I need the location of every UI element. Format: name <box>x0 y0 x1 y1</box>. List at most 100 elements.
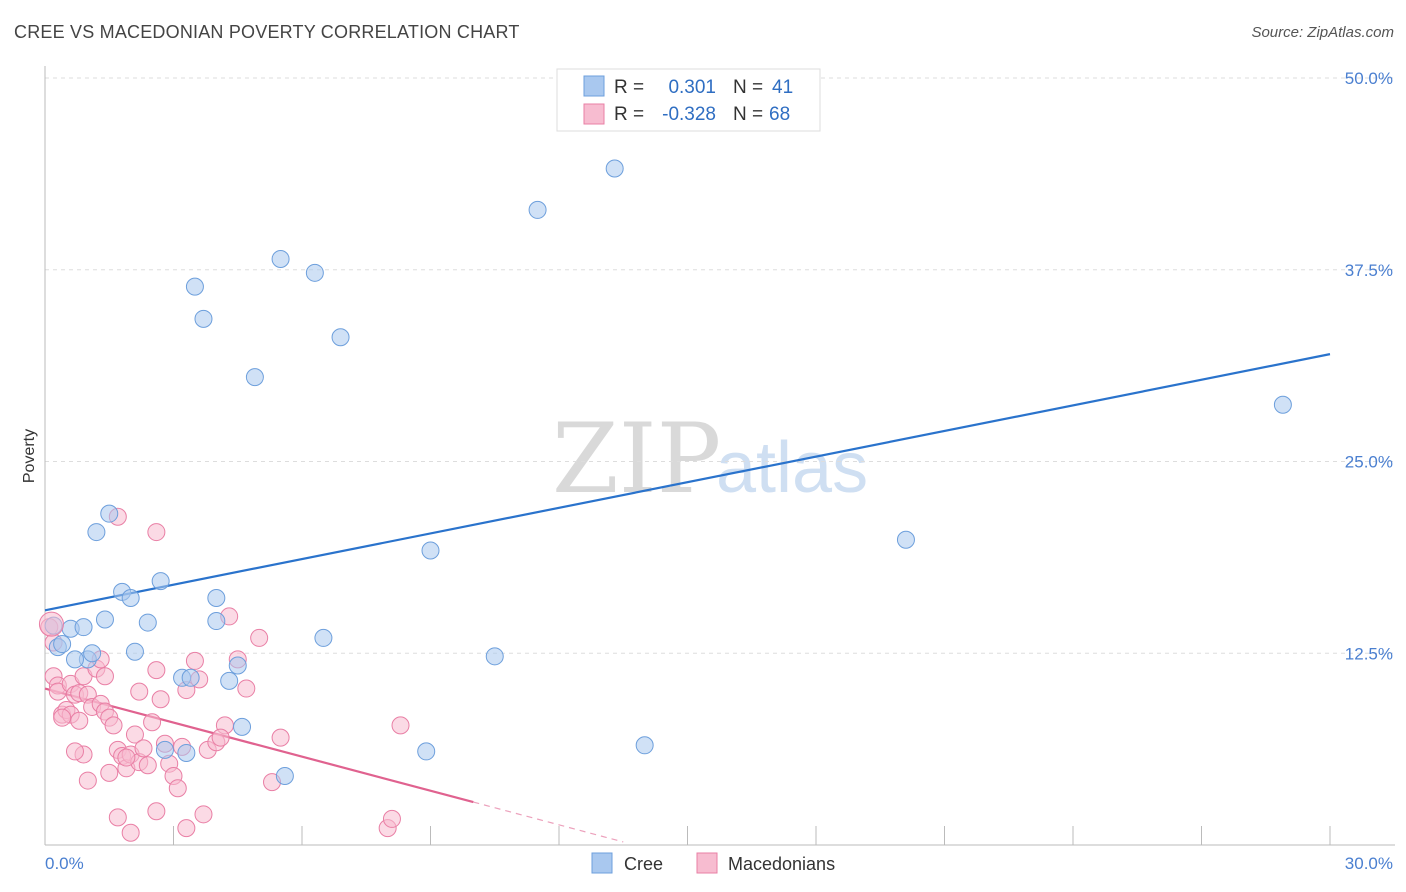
cree-trend-line <box>44 353 1331 612</box>
legend-swatch-cree <box>583 75 605 97</box>
cree-point <box>275 766 294 785</box>
bottom-legend-swatch-cree <box>591 852 613 874</box>
cree-point <box>605 159 624 178</box>
cree-point <box>233 717 252 736</box>
macedonian-point <box>194 805 213 824</box>
macedonian-point <box>95 667 114 686</box>
source-credit: Source: ZipAtlas.com <box>1251 24 1394 41</box>
cree-point <box>207 612 226 631</box>
cree-point <box>331 328 350 347</box>
cree-point <box>125 642 144 661</box>
macedonian-point <box>53 708 72 727</box>
cree-point <box>635 736 654 755</box>
axes <box>44 66 1395 846</box>
cree-point <box>896 530 915 549</box>
watermark-atlas: atlas <box>716 428 868 508</box>
cree-point <box>271 250 290 269</box>
macedonian-point <box>151 690 170 709</box>
legend-swatch-macedonians <box>583 103 605 125</box>
cree-point <box>485 647 504 666</box>
y-tick-label: 50.0% <box>1345 69 1393 88</box>
macedonian-point <box>143 713 162 732</box>
cree-point <box>245 368 264 387</box>
y-tick-label: 25.0% <box>1345 453 1393 472</box>
bottom-legend-cree: Cree <box>624 854 663 874</box>
cree-point <box>528 200 547 219</box>
macedonian-point <box>147 523 166 542</box>
cree-point <box>417 742 436 761</box>
y-tick-label: 12.5% <box>1345 644 1393 663</box>
cree-point <box>1273 395 1292 414</box>
cree-point <box>155 740 174 759</box>
legend-r-value: -0.328 <box>662 104 716 125</box>
macedonian-point <box>125 725 144 744</box>
macedonian-point <box>177 819 196 838</box>
cree-point <box>220 671 239 690</box>
legend-r-label: R = <box>614 104 644 125</box>
trend-lines <box>44 353 1331 843</box>
correlation-legend: R = 0.301 N = 41 R = -0.328 N = 68 <box>556 68 821 132</box>
x-tick-label: 30.0% <box>1345 854 1393 873</box>
macedonian-point <box>38 611 64 637</box>
legend-r-label: R = <box>614 77 644 98</box>
cree-point <box>121 589 140 608</box>
macedonian-point <box>250 628 269 647</box>
legend-n-value: 41 <box>772 77 793 98</box>
cree-point <box>305 263 324 282</box>
cree-point <box>65 650 84 669</box>
macedonian-point <box>138 756 157 775</box>
cree-point <box>228 656 247 675</box>
y-tick-label: 37.5% <box>1345 261 1393 280</box>
series-legend: Cree Macedonians <box>591 852 835 874</box>
cree-point <box>314 628 333 647</box>
data-points <box>38 159 1292 842</box>
cree-point <box>100 504 119 523</box>
y-axis-label: Poverty <box>21 429 38 483</box>
macedonian-point <box>237 679 256 698</box>
legend-r-value: 0.301 <box>668 77 716 98</box>
cree-point <box>53 635 72 654</box>
macedonian-point <box>78 771 97 790</box>
macedonian-point <box>121 823 140 842</box>
cree-point <box>74 618 93 637</box>
macedonian-trend-extension <box>473 801 624 843</box>
watermark-zip: ZIP <box>552 403 721 515</box>
cree-point <box>83 644 102 663</box>
macedonian-point <box>211 728 230 747</box>
macedonian-point <box>185 651 204 670</box>
bottom-legend-swatch-macedonians <box>696 852 718 874</box>
cree-point <box>181 668 200 687</box>
cree-point <box>194 309 213 328</box>
bottom-legend-macedonians: Macedonians <box>728 854 835 874</box>
cree-point <box>151 572 170 591</box>
x-tick-label: 0.0% <box>45 854 84 873</box>
cree-point <box>185 277 204 296</box>
legend-n-label: N = <box>733 104 763 125</box>
macedonian-point <box>100 763 119 782</box>
macedonian-point <box>134 739 153 758</box>
cree-point <box>138 613 157 632</box>
legend-n-value: 68 <box>769 104 790 125</box>
cree-point <box>177 743 196 762</box>
macedonian-point <box>271 728 290 747</box>
macedonian-point <box>147 802 166 821</box>
tick-labels: 12.5% 25.0% 37.5% 50.0% 0.0% 30.0% <box>45 69 1393 873</box>
gridlines <box>45 77 1395 654</box>
cree-point <box>207 589 226 608</box>
chart-title: CREE VS MACEDONIAN POVERTY CORRELATION C… <box>14 22 520 42</box>
legend-n-label: N = <box>733 77 763 98</box>
macedonian-point <box>117 748 136 767</box>
macedonian-point <box>104 716 123 735</box>
cree-point <box>421 541 440 560</box>
macedonian-point <box>147 661 166 680</box>
macedonian-point <box>65 742 84 761</box>
macedonian-trend-line <box>44 687 474 804</box>
macedonian-point <box>382 809 401 828</box>
macedonian-point <box>108 808 127 827</box>
macedonian-point <box>391 716 410 735</box>
cree-point <box>87 523 106 542</box>
macedonian-point <box>70 711 89 730</box>
macedonian-point <box>168 779 187 798</box>
macedonian-point <box>130 682 149 701</box>
